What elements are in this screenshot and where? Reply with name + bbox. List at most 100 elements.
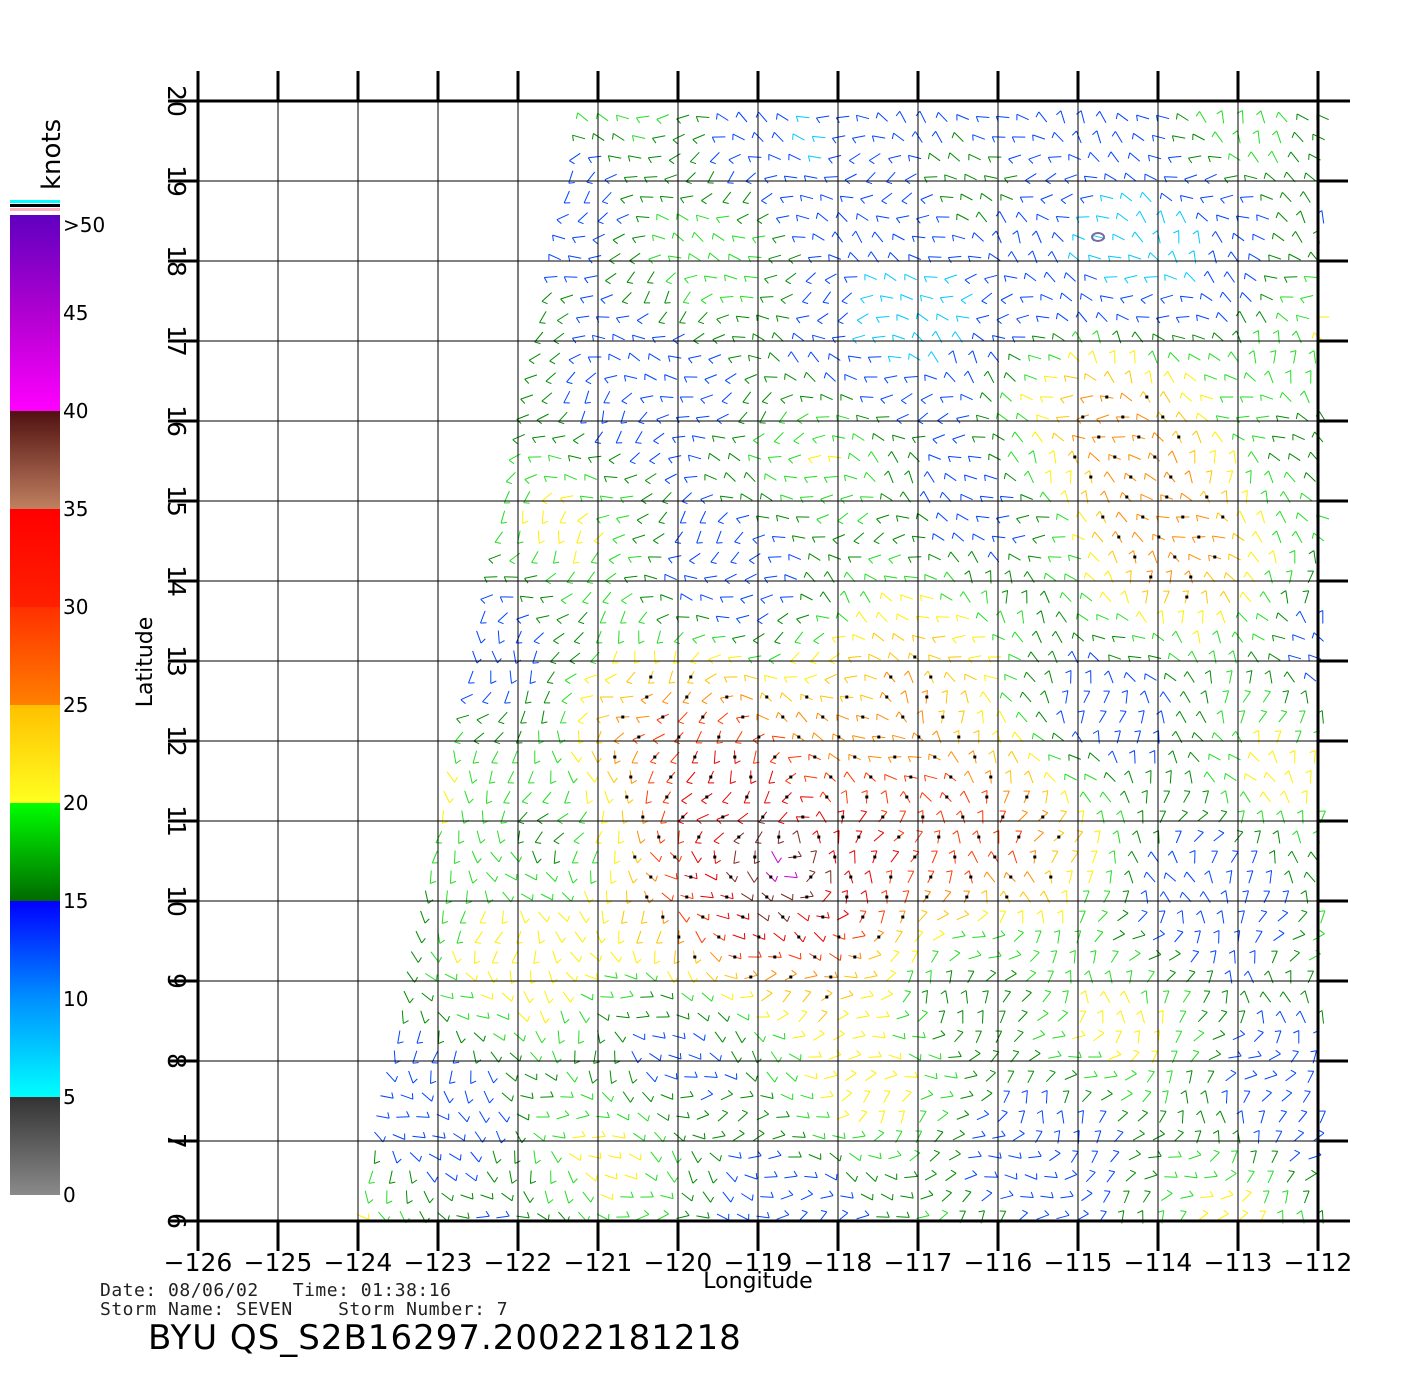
- wind-barb: [1298, 911, 1308, 923]
- wind-barb-flag: [1220, 490, 1227, 494]
- wind-barb-flag: [1263, 370, 1269, 376]
- wind-barb: [729, 452, 741, 462]
- wind-barb: [725, 472, 736, 482]
- wind-barb: [459, 910, 466, 924]
- wind-barb: [945, 472, 957, 482]
- wind-barb-flag: [1134, 730, 1141, 733]
- wind-barb-flag: [1064, 970, 1071, 974]
- wind-barb-flag: [1119, 929, 1125, 935]
- rain-flag-dot: [877, 735, 881, 739]
- wind-barb: [976, 515, 990, 519]
- wind-barb-flag: [1127, 152, 1131, 159]
- wind-barb: [984, 990, 989, 1004]
- wind-barb-flag: [1160, 298, 1165, 304]
- wind-barb-flag: [887, 252, 891, 259]
- wind-barb: [1004, 1174, 1018, 1180]
- wind-barb-flag: [1043, 376, 1047, 383]
- wind-barb-flag: [1224, 773, 1226, 780]
- wind-barb: [1132, 635, 1146, 639]
- wind-barb-flag: [905, 1089, 912, 1093]
- wind-barb-flag: [1023, 470, 1029, 477]
- wind-barb: [1048, 754, 1062, 760]
- wind-barb-flag: [834, 971, 838, 978]
- wind-barb: [1016, 113, 1029, 121]
- wind-barb: [712, 1135, 726, 1139]
- wind-barb: [1199, 711, 1207, 723]
- wind-barb-flag: [711, 233, 714, 240]
- wind-barb: [643, 290, 650, 304]
- wind-barb: [881, 192, 893, 202]
- wind-barb: [1142, 191, 1152, 203]
- wind-barb-flag: [1113, 1149, 1120, 1153]
- wind-barb: [1164, 1176, 1178, 1178]
- wind-barb: [856, 1214, 870, 1220]
- wind-barb: [473, 732, 485, 742]
- wind-barb-flag: [528, 359, 535, 365]
- wind-barb: [604, 476, 618, 478]
- wind-barb-flag: [650, 1191, 654, 1198]
- wind-barb: [1064, 773, 1077, 781]
- wind-barb: [929, 152, 941, 162]
- wind-barb: [626, 271, 636, 283]
- wind-barb: [523, 990, 531, 1004]
- wind-barb: [1190, 951, 1200, 963]
- wind-barb-flag: [779, 596, 784, 603]
- wind-barb-flag: [1088, 350, 1094, 356]
- wind-barb: [648, 155, 662, 159]
- wind-barb: [717, 512, 728, 522]
- wind-barb: [1008, 954, 1022, 960]
- wind-barb: [585, 1172, 597, 1182]
- wind-barb: [563, 190, 570, 204]
- wind-barb-flag: [928, 1090, 934, 1095]
- wind-barb: [661, 892, 673, 902]
- wind-barb: [691, 1151, 699, 1163]
- wind-barb-flag: [881, 200, 888, 205]
- colorbar-cap: [10, 204, 60, 207]
- wind-barb-flag: [856, 319, 863, 325]
- wind-barb-flag: [640, 1154, 642, 1161]
- wind-barb-flag: [1163, 872, 1167, 879]
- wind-barb: [737, 812, 749, 822]
- wind-barb-flag: [681, 800, 687, 805]
- wind-barb-flag: [635, 216, 639, 223]
- wind-barb: [992, 335, 1006, 339]
- wind-barb: [709, 951, 720, 963]
- wind-barb-flag: [1152, 135, 1154, 142]
- wind-barb-flag: [1265, 1089, 1272, 1094]
- wind-barb: [1145, 990, 1148, 1004]
- wind-barb: [1295, 531, 1303, 543]
- wind-barb: [682, 291, 691, 303]
- wind-barb-flag: [791, 332, 795, 340]
- wind-barb: [1110, 151, 1120, 163]
- wind-barb-flag: [1104, 970, 1110, 975]
- wind-barb-flag: [1062, 990, 1069, 993]
- wind-barb-flag: [812, 438, 817, 444]
- wind-barb: [810, 651, 820, 663]
- wind-barb: [618, 630, 620, 644]
- wind-barb: [460, 995, 474, 999]
- wind-barb-flag: [722, 1109, 728, 1114]
- wind-barb: [552, 234, 566, 240]
- wind-barb-flag: [1080, 1030, 1086, 1036]
- wind-barb: [1022, 691, 1032, 703]
- wind-barb-flag: [1272, 635, 1274, 642]
- wind-barb: [621, 810, 624, 824]
- wind-barb-flag: [535, 841, 542, 844]
- wind-barb: [1163, 590, 1170, 604]
- wind-barb: [584, 674, 598, 680]
- wind-barbs: [356, 110, 1330, 1224]
- wind-barb-flag: [631, 237, 637, 244]
- wind-barb: [761, 492, 773, 502]
- wind-barb: [1049, 1152, 1061, 1162]
- wind-barb-flag: [1223, 271, 1228, 278]
- wind-barb-flag: [1239, 292, 1243, 299]
- wind-barb-flag: [451, 992, 454, 999]
- rain-flag-dot: [933, 755, 937, 759]
- wind-barb: [824, 1173, 837, 1181]
- wind-barb: [912, 535, 926, 539]
- wind-barb: [753, 1132, 765, 1142]
- wind-barb-flag: [1187, 157, 1193, 164]
- wind-barb: [856, 414, 870, 420]
- wind-barb-flag: [1244, 690, 1251, 693]
- colorbar-cap: [10, 208, 60, 211]
